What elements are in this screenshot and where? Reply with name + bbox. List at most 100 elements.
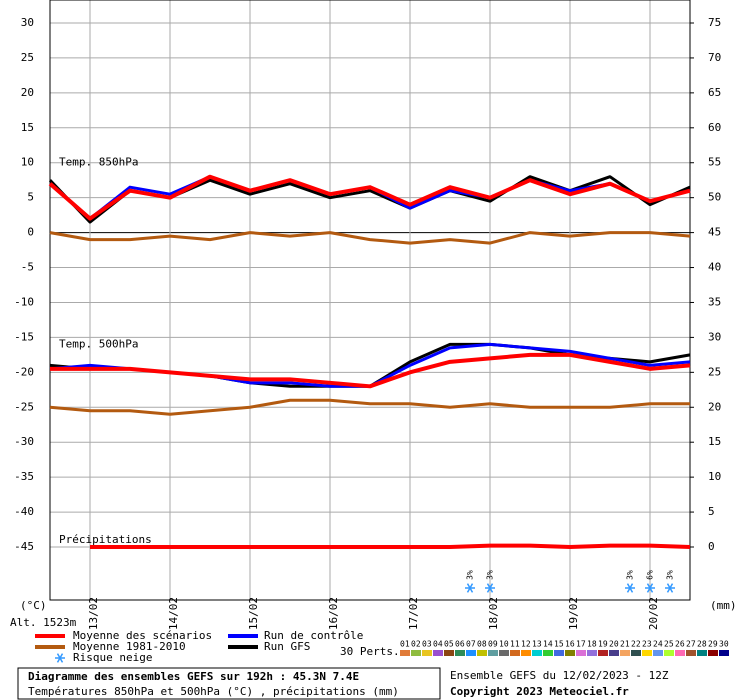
perturbation-swatch <box>664 650 674 656</box>
perturbation-label: 21 <box>620 640 630 649</box>
y2-tick-label: 65 <box>708 86 721 99</box>
perturbation-swatch <box>708 650 718 656</box>
perturbation-swatch <box>719 650 729 656</box>
perturbation-swatch <box>631 650 641 656</box>
y2-tick-label: 40 <box>708 261 721 274</box>
perturbation-label: 04 <box>433 640 443 649</box>
snow-risk-label: 6% <box>646 570 655 580</box>
perturbations-label: 30 Perts. <box>340 645 400 658</box>
annotation: Temp. 850hPa <box>59 156 138 169</box>
perturbation-label: 27 <box>686 640 696 649</box>
perturbation-label: 24 <box>653 640 663 649</box>
snowflake-stroke <box>486 583 494 593</box>
x-tick-label: 15/02 <box>247 597 260 630</box>
perturbation-label: 14 <box>543 640 553 649</box>
perturbation-swatch <box>455 650 465 656</box>
series-line <box>49 231 691 245</box>
perturbation-swatch <box>642 650 652 656</box>
snow-risk-label: 3% <box>486 570 495 580</box>
perturbation-label: 09 <box>488 640 498 649</box>
snow-icon <box>485 583 495 593</box>
y-tick-label: -20 <box>14 365 34 378</box>
y-tick-label: 30 <box>21 16 34 29</box>
y2-tick-label: 35 <box>708 295 721 308</box>
perturbation-label: 28 <box>697 640 707 649</box>
y-tick-label: -15 <box>14 330 34 343</box>
perturbation-swatch <box>609 650 619 656</box>
perturbation-label: 19 <box>598 640 608 649</box>
y-tick-label: -35 <box>14 470 34 483</box>
perturbation-swatch <box>543 650 553 656</box>
y-tick-label: -25 <box>14 400 34 413</box>
y2-tick-label: 25 <box>708 365 721 378</box>
series-line <box>49 398 690 416</box>
series-line <box>50 352 691 389</box>
y-tick-label: 15 <box>21 121 34 134</box>
perturbation-label: 12 <box>521 640 531 649</box>
perturbation-swatch <box>565 650 575 656</box>
y-tick-label: 5 <box>27 191 34 204</box>
x-tick-label: 14/02 <box>167 597 180 630</box>
legend-label: Run GFS <box>264 640 310 653</box>
snow-icon <box>665 583 675 593</box>
y2-tick-label: 75 <box>708 16 721 29</box>
chart-title: Diagramme des ensembles GEFS sur 192h : … <box>28 670 359 683</box>
y2-tick-label: 45 <box>708 226 721 239</box>
snowflake-stroke <box>646 583 654 593</box>
snow-risk-label: 3% <box>666 570 675 580</box>
annotation: Temp. 500hPa <box>59 337 138 350</box>
perturbation-label: 20 <box>609 640 619 649</box>
chart-subtitle: Températures 850hPa et 500hPa (°C) , pré… <box>28 685 399 698</box>
perturbation-label: 01 <box>400 640 410 649</box>
y-tick-label: -45 <box>14 540 34 553</box>
legend-label: Moyenne des scénarios <box>73 629 212 642</box>
series-line <box>48 174 691 221</box>
snow-risk-label: 3% <box>466 570 475 580</box>
perturbation-label: 17 <box>576 640 586 649</box>
perturbation-label: 15 <box>554 640 564 649</box>
x-tick-label: 18/02 <box>487 597 500 630</box>
perturbation-swatch <box>433 650 443 656</box>
perturbation-label: 13 <box>532 640 542 649</box>
perturbation-label: 07 <box>466 640 476 649</box>
legend-label: Risque neige <box>73 651 152 664</box>
legend-label: Run de contrôle <box>264 629 363 642</box>
perturbation-swatch <box>686 650 696 656</box>
y-tick-label: -10 <box>14 295 34 308</box>
x-tick-label: 19/02 <box>567 597 580 630</box>
y-axis-label: (°C) <box>20 599 47 612</box>
y2-tick-label: 5 <box>708 505 715 518</box>
y2-tick-label: 15 <box>708 435 721 448</box>
snow-icon <box>465 583 475 593</box>
perturbation-label: 11 <box>510 640 520 649</box>
run-label: Ensemble GEFS du 12/02/2023 - 12Z <box>450 669 669 682</box>
y2-tick-label: 55 <box>708 156 721 169</box>
annotation: Précipitations <box>59 533 152 546</box>
y-tick-label: -30 <box>14 435 34 448</box>
legend-label: Moyenne 1981-2010 <box>73 640 186 653</box>
perturbation-label: 22 <box>631 640 641 649</box>
perturbation-swatch <box>477 650 487 656</box>
y2-tick-label: 30 <box>708 330 721 343</box>
snowflake-stroke <box>466 583 474 593</box>
snowflake-stroke <box>626 583 634 593</box>
snow-icon <box>645 583 655 593</box>
y-tick-label: 20 <box>21 86 34 99</box>
perturbation-swatch <box>400 650 410 656</box>
x-tick-label: 13/02 <box>87 597 100 630</box>
perturbation-swatch <box>620 650 630 656</box>
y2-tick-label: 50 <box>708 191 721 204</box>
copyright: Copyright 2023 Meteociel.fr <box>450 685 629 698</box>
perturbation-label: 10 <box>499 640 509 649</box>
title-box <box>17 667 441 700</box>
x-tick-label: 20/02 <box>647 597 660 630</box>
perturbation-label: 06 <box>455 640 465 649</box>
series-line <box>90 543 691 549</box>
perturbation-label: 18 <box>587 640 597 649</box>
perturbation-swatch <box>444 650 454 656</box>
perturbation-label: 26 <box>675 640 685 649</box>
perturbation-swatch <box>521 650 531 656</box>
y2-tick-label: 70 <box>708 51 721 64</box>
perturbation-swatch <box>499 650 509 656</box>
